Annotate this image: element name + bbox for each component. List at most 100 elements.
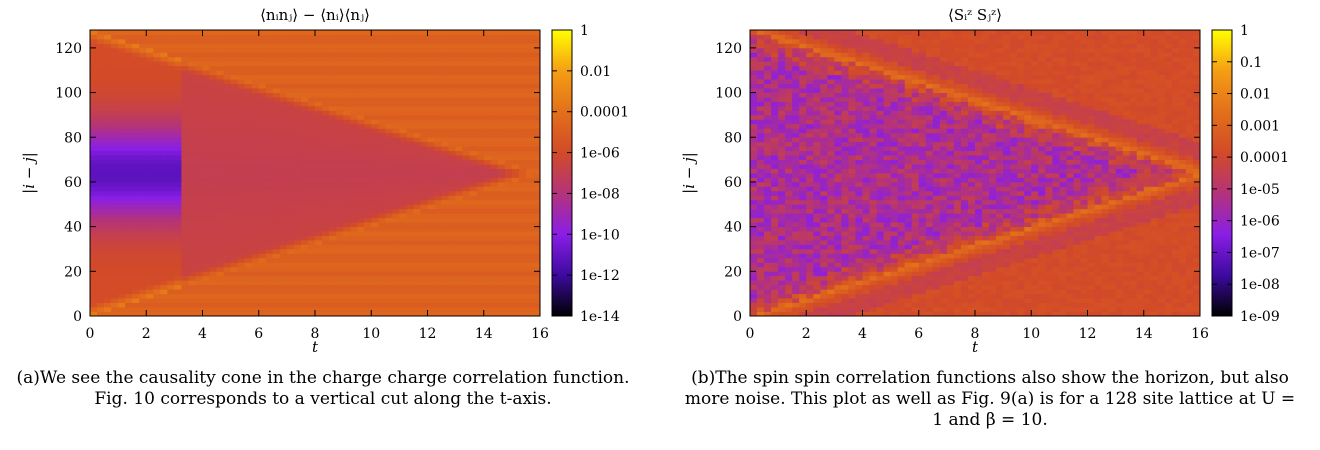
heatmap-cell: [364, 56, 372, 62]
heatmap-cell: [532, 79, 541, 85]
heatmap-cell: [230, 164, 239, 169]
heatmap-cell: [441, 195, 449, 201]
heatmap-cell: [279, 293, 288, 299]
heatmap-cell: [265, 311, 274, 317]
heatmap-cell: [132, 146, 140, 152]
heatmap-cell: [371, 235, 379, 241]
heatmap-cell: [792, 186, 800, 192]
heatmap-cell: [771, 240, 779, 245]
heatmap-cell: [350, 204, 358, 210]
heatmap-cell: [757, 307, 765, 312]
heatmap-cell: [146, 271, 154, 277]
heatmap-cell: [336, 289, 344, 295]
heatmap-cell: [160, 119, 168, 125]
heatmap-cell: [188, 123, 196, 129]
heatmap-cell: [167, 52, 175, 58]
heatmap-cell: [504, 275, 513, 281]
heatmap-cell: [785, 222, 793, 228]
heatmap-cell: [799, 222, 807, 228]
heatmap-cell: [799, 168, 807, 174]
heatmap-cell: [378, 307, 386, 312]
heatmap-cell: [350, 235, 358, 241]
heatmap-cell: [286, 70, 295, 76]
heatmap-cell: [511, 38, 520, 44]
heatmap-cell: [167, 177, 175, 183]
heatmap-cell: [441, 159, 449, 165]
heatmap-cell: [315, 110, 323, 116]
heatmap-cell: [350, 275, 358, 281]
heatmap-cell: [518, 222, 527, 228]
heatmap-cell: [364, 307, 372, 312]
heatmap-cell: [378, 88, 386, 93]
heatmap-cell: [764, 293, 772, 299]
heatmap-cell: [364, 65, 372, 71]
heatmap-cell: [357, 240, 365, 245]
heatmap-cell: [322, 199, 330, 205]
heatmap-cell: [778, 271, 786, 277]
heatmap-cell: [525, 30, 534, 35]
heatmap-cell: [279, 213, 288, 219]
heatmap-cell: [357, 302, 365, 308]
heatmap-cell: [441, 123, 449, 129]
heatmap-cell: [792, 302, 800, 308]
heatmap-cell: [813, 159, 821, 165]
heatmap-cell: [476, 186, 485, 192]
heatmap-cell: [97, 38, 105, 44]
heatmap-cell: [371, 280, 379, 286]
heatmap-cell: [132, 88, 140, 93]
heatmap-cell: [771, 284, 779, 290]
heatmap-cell: [757, 105, 765, 111]
heatmap-cell: [195, 311, 203, 317]
heatmap-cell: [827, 168, 835, 174]
heatmap-cell: [286, 302, 295, 308]
heatmap-cell: [329, 195, 337, 201]
heatmap-cell: [160, 137, 168, 143]
heatmap-cell: [329, 110, 337, 116]
heatmap-cell: [111, 101, 119, 107]
heatmap-cell: [764, 88, 772, 93]
heatmap-cell: [251, 155, 260, 160]
heatmap-cell: [223, 141, 232, 147]
heatmap-cell: [202, 146, 210, 152]
heatmap-cell: [237, 307, 246, 312]
heatmap-cell: [230, 70, 239, 76]
heatmap-cell: [336, 293, 344, 299]
heatmap-cell: [476, 257, 485, 263]
heatmap-cell: [764, 298, 772, 303]
heatmap-cell: [125, 235, 133, 241]
heatmap-cell: [750, 137, 758, 143]
heatmap-cell: [427, 275, 435, 281]
heatmap-cell: [202, 34, 210, 40]
heatmap-cell: [813, 119, 821, 125]
heatmap-cell: [834, 231, 842, 236]
heatmap-cell: [111, 248, 119, 254]
heatmap-cell: [237, 195, 246, 201]
heatmap-cell: [483, 204, 492, 210]
heatmap-cell: [392, 123, 400, 129]
heatmap-cell: [469, 164, 478, 169]
heatmap-cell: [525, 222, 534, 228]
heatmap-cell: [462, 88, 471, 93]
heatmap-cell: [764, 302, 772, 308]
heatmap-cell: [455, 248, 464, 254]
heatmap-cell: [750, 101, 758, 107]
heatmap-cell: [490, 284, 499, 290]
heatmap-cell: [336, 311, 344, 317]
heatmap-cell: [336, 173, 344, 178]
heatmap-cell: [455, 231, 464, 236]
heatmap-cell: [167, 137, 175, 143]
heatmap-cell: [216, 65, 224, 71]
heatmap-cell: [315, 307, 323, 312]
heatmap-cell: [799, 204, 807, 210]
heatmap-cell: [792, 208, 800, 214]
heatmap-cell: [448, 159, 457, 165]
heatmap-cell: [778, 97, 786, 102]
heatmap-cell: [111, 70, 119, 76]
heatmap-cell: [827, 298, 835, 303]
heatmap-cell: [244, 83, 253, 89]
heatmap-cell: [399, 74, 407, 80]
heatmap-cell: [497, 92, 506, 98]
heatmap-cell: [820, 271, 828, 277]
heatmap-cell: [455, 128, 464, 134]
heatmap-cell: [139, 128, 147, 134]
